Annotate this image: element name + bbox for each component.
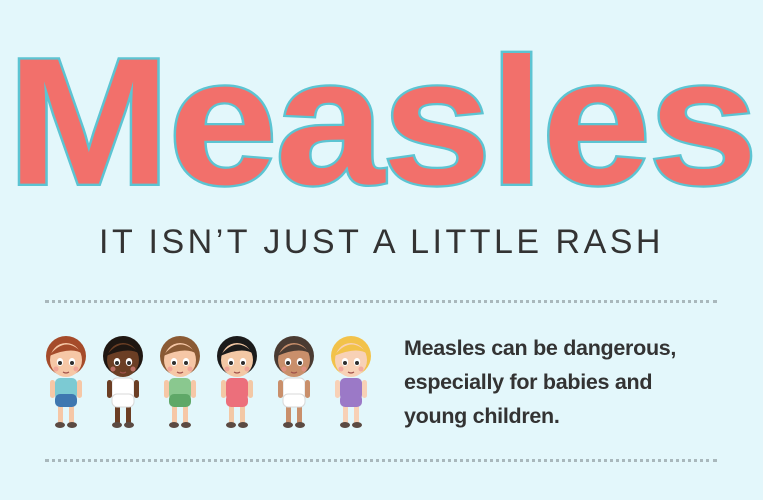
headline: Measles: [5, 20, 761, 223]
tagline: IT ISN’T JUST A LITTLE RASH: [99, 223, 664, 261]
message-line-3: young children.: [404, 404, 560, 428]
dotted-divider-top: [45, 300, 717, 303]
child-6-figure: [331, 336, 371, 428]
child-1-figure: [46, 336, 86, 428]
child-4-figure: [217, 336, 257, 428]
children-svg: [46, 336, 371, 428]
message-line-2: especially for babies and: [404, 370, 653, 394]
child-5-figure: [274, 336, 314, 428]
child-2-figure: [103, 336, 143, 428]
dotted-divider-bottom: [45, 459, 717, 462]
message-text: Measles can be dangerous, especially for…: [404, 331, 734, 433]
child-3-figure: [160, 336, 200, 428]
message-line-1: Measles can be dangerous,: [404, 336, 677, 360]
children-illustration: [44, 332, 374, 432]
